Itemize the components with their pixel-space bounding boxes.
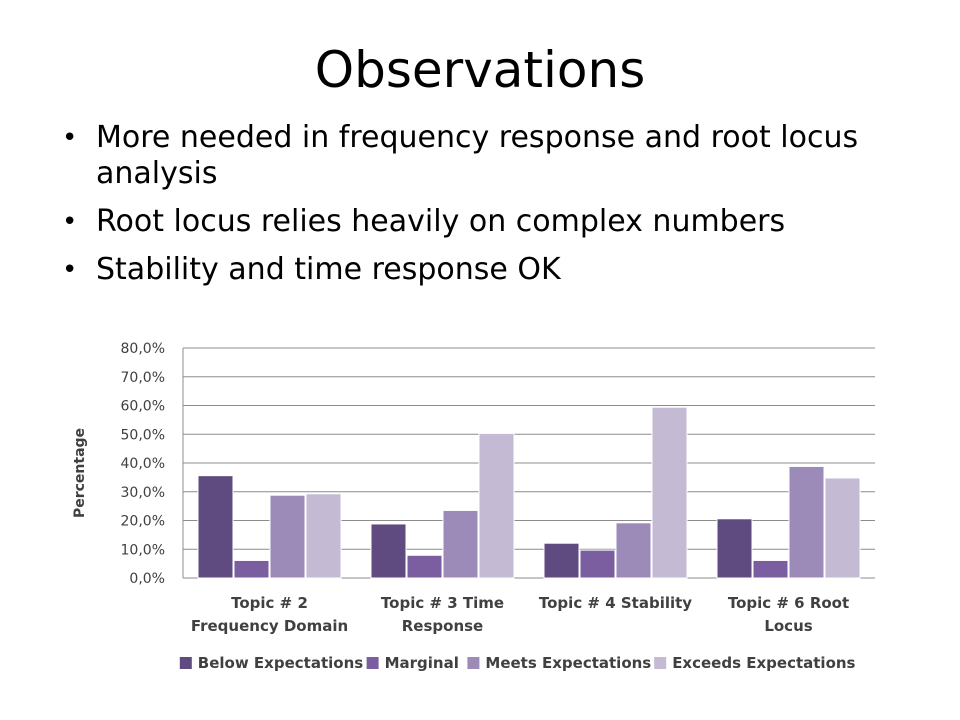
x-category-label: Topic # 2: [231, 594, 308, 612]
y-tick-label: 70,0%: [121, 370, 165, 386]
bullet-text: More needed in frequency response and ro…: [96, 120, 859, 191]
bar: [442, 509, 479, 579]
y-tick-label: 20,0%: [121, 514, 165, 530]
bullet-item: • More needed in frequency response and r…: [62, 120, 922, 192]
bar: [651, 406, 688, 579]
y-tick-label: 10,0%: [121, 542, 165, 558]
y-tick-label: 0,0%: [129, 571, 165, 587]
bullet-list: • More needed in frequency response and r…: [62, 120, 922, 300]
bar: [370, 523, 407, 579]
bar: [305, 493, 342, 579]
x-category-label: Locus: [764, 617, 812, 635]
legend-label: Exceeds Expectations: [672, 654, 855, 672]
legend-swatch: [467, 657, 480, 669]
bar-chart: 0,0% 10,0% 20,0% 30,0% 40,0% 50,0% 60,0% 70,0% 8…: [72, 341, 875, 672]
bar: [752, 559, 789, 579]
y-tick-label: 30,0%: [121, 485, 165, 501]
bar: [197, 475, 234, 579]
y-axis-title: Percentage: [72, 428, 88, 518]
bullet-dot-icon: •: [62, 207, 78, 237]
bar: [233, 559, 270, 579]
y-tick-label: 60,0%: [121, 399, 165, 415]
legend-swatch: [179, 657, 192, 669]
bar: [478, 432, 515, 579]
bar: [406, 554, 443, 579]
bar: [579, 549, 616, 579]
bullet-text: Root locus relies heavily on complex num…: [96, 204, 786, 239]
bar: [824, 477, 861, 579]
legend-label: Meets Expectations: [485, 654, 651, 672]
legend-swatch: [654, 657, 667, 669]
x-category-label: Frequency Domain: [191, 617, 348, 635]
y-tick-label: 50,0%: [121, 427, 165, 443]
x-category-label: Topic # 4 Stability: [539, 594, 692, 612]
bullet-item: • Root locus relies heavily on complex nu…: [62, 204, 922, 240]
bar: [788, 465, 825, 579]
bar: [716, 518, 753, 579]
x-category-label: Topic # 3 Time: [381, 594, 504, 612]
bullet-text: Stability and time response OK: [96, 252, 561, 287]
bullet-item: • Stability and time response OK: [62, 252, 922, 288]
bar: [615, 522, 652, 579]
bullet-dot-icon: •: [62, 255, 78, 285]
legend-label: Marginal: [385, 654, 459, 672]
bar: [269, 494, 306, 579]
bar: [543, 542, 580, 579]
y-tick-label: 40,0%: [121, 456, 165, 472]
bullet-dot-icon: •: [62, 123, 78, 153]
legend-swatch: [366, 657, 379, 669]
y-tick-label: 80,0%: [121, 341, 165, 357]
x-category-label: Response: [402, 617, 483, 635]
x-category-label: Topic # 6 Root: [728, 594, 849, 612]
legend-label: Below Expectations: [198, 654, 363, 672]
slide-title: Observations: [314, 41, 646, 99]
